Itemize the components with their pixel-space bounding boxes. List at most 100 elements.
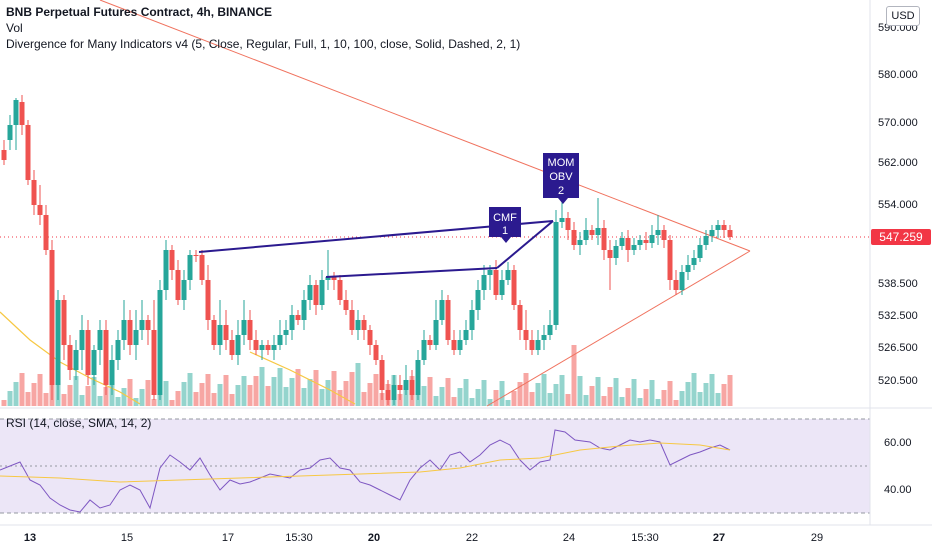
volume-bar <box>277 368 283 406</box>
time-tick: 15 <box>121 532 133 544</box>
divergence-line-2[interactable] <box>325 267 498 278</box>
candle-body <box>433 320 439 345</box>
rsi-axis[interactable]: 60.00 40.00 <box>884 437 912 496</box>
candle-body <box>679 272 685 290</box>
candle-body <box>13 100 19 125</box>
rsi-sma-line[interactable] <box>0 442 731 483</box>
volume-bar <box>637 398 643 406</box>
time-tick: 15:30 <box>285 532 313 544</box>
volume-bar <box>355 363 361 406</box>
volume-bar <box>673 400 679 406</box>
volume-bar <box>145 380 151 406</box>
volume-bar <box>103 387 109 406</box>
indicator-legend[interactable]: Divergence for Many Indicators v4 (5, Cl… <box>6 37 521 51</box>
mom-label-line2: OBV <box>549 171 573 183</box>
candle-body <box>649 235 655 243</box>
candle-body <box>427 340 433 345</box>
divergence-line-3[interactable] <box>496 220 554 269</box>
volume-bar <box>61 394 67 406</box>
rsi-tick: 60.00 <box>884 437 912 449</box>
volume-bar <box>511 391 517 406</box>
currency-button[interactable]: USD <box>886 6 920 26</box>
current-price-tag: 547.259 <box>871 229 931 245</box>
volume-bar <box>559 375 565 406</box>
volume-bar <box>469 398 475 406</box>
price-tick: 532.500 <box>878 310 918 322</box>
lower-trendline[interactable] <box>486 250 751 407</box>
candle-body <box>253 340 259 350</box>
divergence-label-mom-obv[interactable]: MOM OBV 2 <box>543 153 579 204</box>
volume-bar <box>631 379 637 406</box>
volume-bar <box>547 393 553 406</box>
candle-body <box>505 270 511 280</box>
symbol-title[interactable]: BNB Perpetual Futures Contract, 4h, BINA… <box>6 5 273 19</box>
volume-bar <box>625 388 631 406</box>
candle-body <box>529 340 535 350</box>
candle-body <box>91 350 97 375</box>
volume-bar <box>223 375 229 406</box>
candle-body <box>541 335 547 340</box>
candle-body <box>79 330 85 350</box>
candle-body <box>469 310 475 330</box>
volume-bar <box>421 386 427 406</box>
candle-body <box>661 230 667 240</box>
volume-bar <box>235 385 241 406</box>
volume-bar <box>619 397 625 406</box>
volume-bar <box>7 391 13 406</box>
candle-body <box>553 222 559 325</box>
volume-bar <box>517 382 523 406</box>
candle-body <box>343 300 349 310</box>
volume-bar <box>529 392 535 406</box>
volume-bar <box>13 382 19 406</box>
candle-body <box>247 320 253 340</box>
candle-body <box>205 280 211 320</box>
volume-bar <box>175 391 181 406</box>
candle-body <box>403 380 409 390</box>
candle-body <box>307 285 313 300</box>
candle-body <box>169 250 175 270</box>
candle-body <box>337 280 343 300</box>
candle-body <box>241 320 247 335</box>
divergence-label-cmf[interactable]: CMF 1 <box>489 207 521 243</box>
candle-body <box>439 300 445 320</box>
volume-legend[interactable]: Vol <box>6 21 23 35</box>
candle-body <box>523 330 529 340</box>
candle-body <box>223 325 229 340</box>
price-tick: 526.500 <box>878 342 918 354</box>
candle-body <box>493 270 499 295</box>
volume-bar <box>187 373 193 406</box>
volume-bar <box>319 389 325 406</box>
price-tick: 554.000 <box>878 199 918 211</box>
rsi-line[interactable] <box>0 429 731 513</box>
candle-body <box>163 250 169 290</box>
candle-body <box>655 230 661 235</box>
time-axis[interactable]: 13 15 17 15:30 20 22 24 15:30 27 29 <box>24 532 823 544</box>
volume-bar <box>199 383 205 406</box>
volume-bar <box>139 389 145 406</box>
volume-bar <box>703 383 709 406</box>
volume-bar <box>427 377 433 406</box>
volume-bar <box>181 382 187 406</box>
candle-body <box>25 125 31 180</box>
candles <box>1 95 733 405</box>
time-tick: 13 <box>24 532 36 544</box>
chart-legend[interactable]: BNB Perpetual Futures Contract, 4h, BINA… <box>6 4 520 52</box>
candle-body <box>571 230 577 245</box>
candle-body <box>85 330 91 375</box>
candle-body <box>145 320 151 330</box>
price-tick: 562.000 <box>878 157 918 169</box>
candle-body <box>625 238 631 250</box>
candle-body <box>559 218 565 222</box>
volume-bar <box>475 389 481 406</box>
candle-body <box>415 360 421 395</box>
price-axis[interactable]: 590.000 580.000 570.000 562.000 554.000 … <box>878 22 918 387</box>
candle-body <box>259 345 265 350</box>
price-tick: 538.500 <box>878 278 918 290</box>
volume-bar <box>583 395 589 406</box>
upper-trendline[interactable] <box>99 0 751 252</box>
cmf-label-line2: 1 <box>502 225 508 237</box>
volume-bar <box>247 385 253 406</box>
rsi-legend[interactable]: RSI (14, close, SMA, 14, 2) <box>6 416 152 430</box>
